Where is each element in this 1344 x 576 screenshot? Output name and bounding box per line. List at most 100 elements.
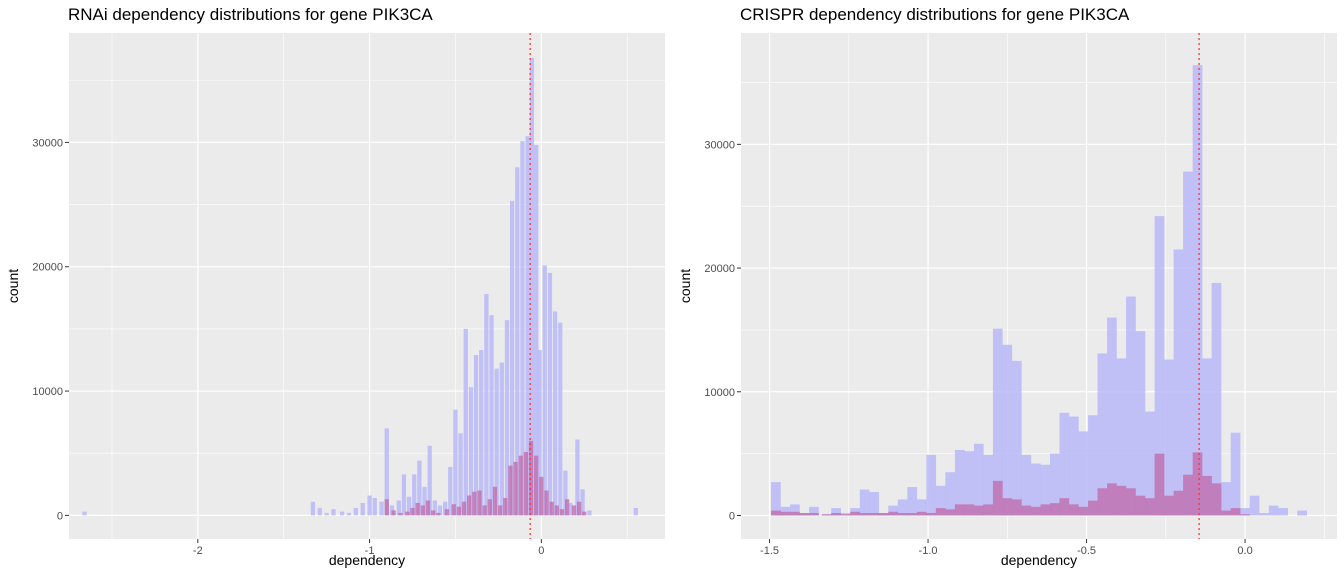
crispr-hist-bar-series-0 — [1030, 463, 1041, 516]
crispr-hist-bar-series-0 — [790, 504, 800, 516]
crispr-hist-bar-series-0 — [1221, 482, 1231, 516]
crispr-hist-bar-series-0 — [1116, 358, 1127, 516]
rnai-hist-bar-series-0 — [412, 474, 417, 516]
crispr-y-tick-label: 0 — [729, 510, 735, 522]
rnai-hist-bar-series-0 — [580, 489, 585, 516]
rnai-hist-bar-series-1 — [508, 465, 513, 516]
rnai-hist-bar-series-1 — [497, 505, 503, 516]
rnai-hist-bar-series-0 — [443, 501, 448, 516]
crispr-hist-bar-series-1 — [1183, 474, 1193, 516]
crispr-hist-bar-series-1 — [1116, 485, 1127, 516]
crispr-hist-bar-series-0 — [809, 506, 819, 516]
crispr-hist-bar-series-1 — [840, 514, 851, 516]
rnai-hist-bar-series-1 — [559, 509, 565, 516]
crispr-hist-bar-series-0 — [1154, 216, 1165, 516]
crispr-hist-bar-series-0 — [1097, 353, 1108, 516]
crispr-x-axis-label: dependency — [1001, 552, 1077, 568]
rnai-hist-bar-series-1 — [420, 505, 425, 516]
rnai-hist-bar-series-1 — [444, 509, 450, 516]
crispr-hist-bar-series-1 — [907, 513, 918, 516]
rnai-hist-bar-series-1 — [398, 512, 403, 516]
crispr-hist-bar-series-0 — [1059, 412, 1070, 516]
crispr-hist-bar-series-0 — [1088, 415, 1098, 516]
rnai-hist-bar-series-0 — [463, 328, 468, 516]
crispr-hist-bar-series-0 — [916, 499, 927, 516]
crispr-x-tick-label: -1.0 — [919, 545, 938, 557]
rnai-hist-bar-series-1 — [451, 504, 456, 516]
rnai-histogram-chart: RNAi dependency distributions for gene P… — [5, 5, 665, 568]
crispr-hist-bar-series-0 — [983, 454, 994, 516]
rnai-hist-bar-series-0 — [437, 505, 443, 516]
rnai-hist-bar-series-1 — [482, 505, 487, 516]
rnai-hist-bar-series-0 — [529, 57, 535, 516]
rnai-hist-bar-series-0 — [346, 512, 352, 516]
crispr-hist-bar-series-0 — [859, 489, 870, 516]
crispr-hist-bar-series-1 — [831, 513, 841, 516]
rnai-hist-bar-series-1 — [564, 499, 570, 516]
crispr-hist-bar-series-1 — [869, 513, 880, 516]
rnai-x-axis-label: dependency — [329, 552, 405, 568]
rnai-hist-bar-series-0 — [448, 466, 453, 516]
rnai-hist-bar-series-1 — [467, 495, 472, 516]
crispr-hist-bar-series-1 — [1088, 500, 1098, 516]
crispr-x-tick-label: 0.0 — [1237, 545, 1252, 557]
rnai-hist-bar-series-0 — [494, 368, 499, 516]
rnai-hist-bar-series-0 — [509, 200, 515, 516]
crispr-hist-bar-series-0 — [1135, 331, 1146, 516]
crispr-hist-bar-series-0 — [771, 482, 781, 516]
crispr-x-tick-label: -1.5 — [760, 545, 779, 557]
crispr-hist-bar-series-1 — [897, 513, 908, 516]
crispr-hist-bar-series-0 — [1107, 317, 1117, 516]
rnai-hist-bar-series-0 — [520, 141, 525, 516]
rnai-hist-bar-series-0 — [339, 511, 345, 516]
crispr-hist-bar-series-0 — [1078, 431, 1089, 516]
crispr-hist-bar-series-1 — [1059, 498, 1070, 516]
crispr-hist-bar-series-1 — [1002, 498, 1013, 516]
rnai-hist-bar-series-1 — [461, 501, 467, 516]
crispr-hist-bar-series-1 — [1154, 453, 1165, 516]
rnai-hist-bar-series-0 — [547, 272, 553, 516]
crispr-hist-bar-series-0 — [1183, 171, 1193, 516]
rnai-hist-bar-series-0 — [324, 512, 329, 516]
crispr-hist-bar-series-1 — [1221, 510, 1231, 516]
crispr-hist-bar-series-1 — [771, 510, 781, 516]
rnai-hist-bar-series-1 — [492, 486, 498, 516]
crispr-hist-bar-series-1 — [799, 513, 810, 516]
rnai-hist-bar-series-1 — [523, 451, 529, 516]
crispr-hist-bar-series-0 — [1211, 282, 1222, 516]
rnai-hist-bar-series-0 — [515, 167, 520, 516]
rnai-hist-bar-series-1 — [477, 490, 482, 516]
crispr-hist-bar-series-1 — [1145, 498, 1155, 516]
crispr-plot-panel — [741, 33, 1337, 539]
crispr-hist-bar-series-0 — [945, 472, 956, 516]
rnai-hist-bar-series-0 — [504, 320, 510, 516]
crispr-hist-bar-series-1 — [1164, 495, 1174, 516]
rnai-hist-bar-series-0 — [310, 501, 316, 516]
crispr-y-axis-label: count — [677, 269, 693, 303]
crispr-hist-bar-series-0 — [831, 508, 841, 516]
crispr-hist-bar-series-0 — [907, 487, 918, 516]
crispr-hist-bar-series-1 — [1202, 475, 1212, 516]
rnai-hist-bar-series-1 — [425, 500, 431, 516]
crispr-hist-bar-series-1 — [859, 513, 870, 516]
crispr-hist-bar-series-1 — [888, 511, 899, 516]
crispr-hist-bar-series-0 — [897, 499, 908, 516]
crispr-hist-bar-series-1 — [1211, 483, 1222, 516]
rnai-y-tick-label: 20000 — [32, 262, 63, 274]
rnai-hist-bar-series-1 — [528, 440, 534, 516]
crispr-hist-bar-series-1 — [916, 511, 927, 516]
rnai-hist-bar-series-0 — [417, 460, 422, 516]
crispr-hist-bar-series-0 — [964, 451, 975, 516]
crispr-hist-bar-series-0 — [1230, 432, 1241, 516]
rnai-hist-bar-series-0 — [558, 322, 563, 516]
rnai-hist-bar-series-0 — [331, 509, 336, 516]
rnai-y-tick-label: 30000 — [32, 137, 63, 149]
crispr-hist-bar-series-1 — [1135, 495, 1146, 516]
rnai-plot-panel — [69, 33, 665, 539]
crispr-hist-bar-series-0 — [926, 454, 937, 516]
rnai-hist-bar-series-0 — [432, 500, 437, 516]
rnai-hist-bar-series-0 — [401, 474, 407, 516]
rnai-hist-bar-series-1 — [436, 512, 441, 516]
crispr-hist-bar-series-0 — [1021, 454, 1032, 516]
rnai-hist-bar-series-0 — [633, 507, 638, 516]
